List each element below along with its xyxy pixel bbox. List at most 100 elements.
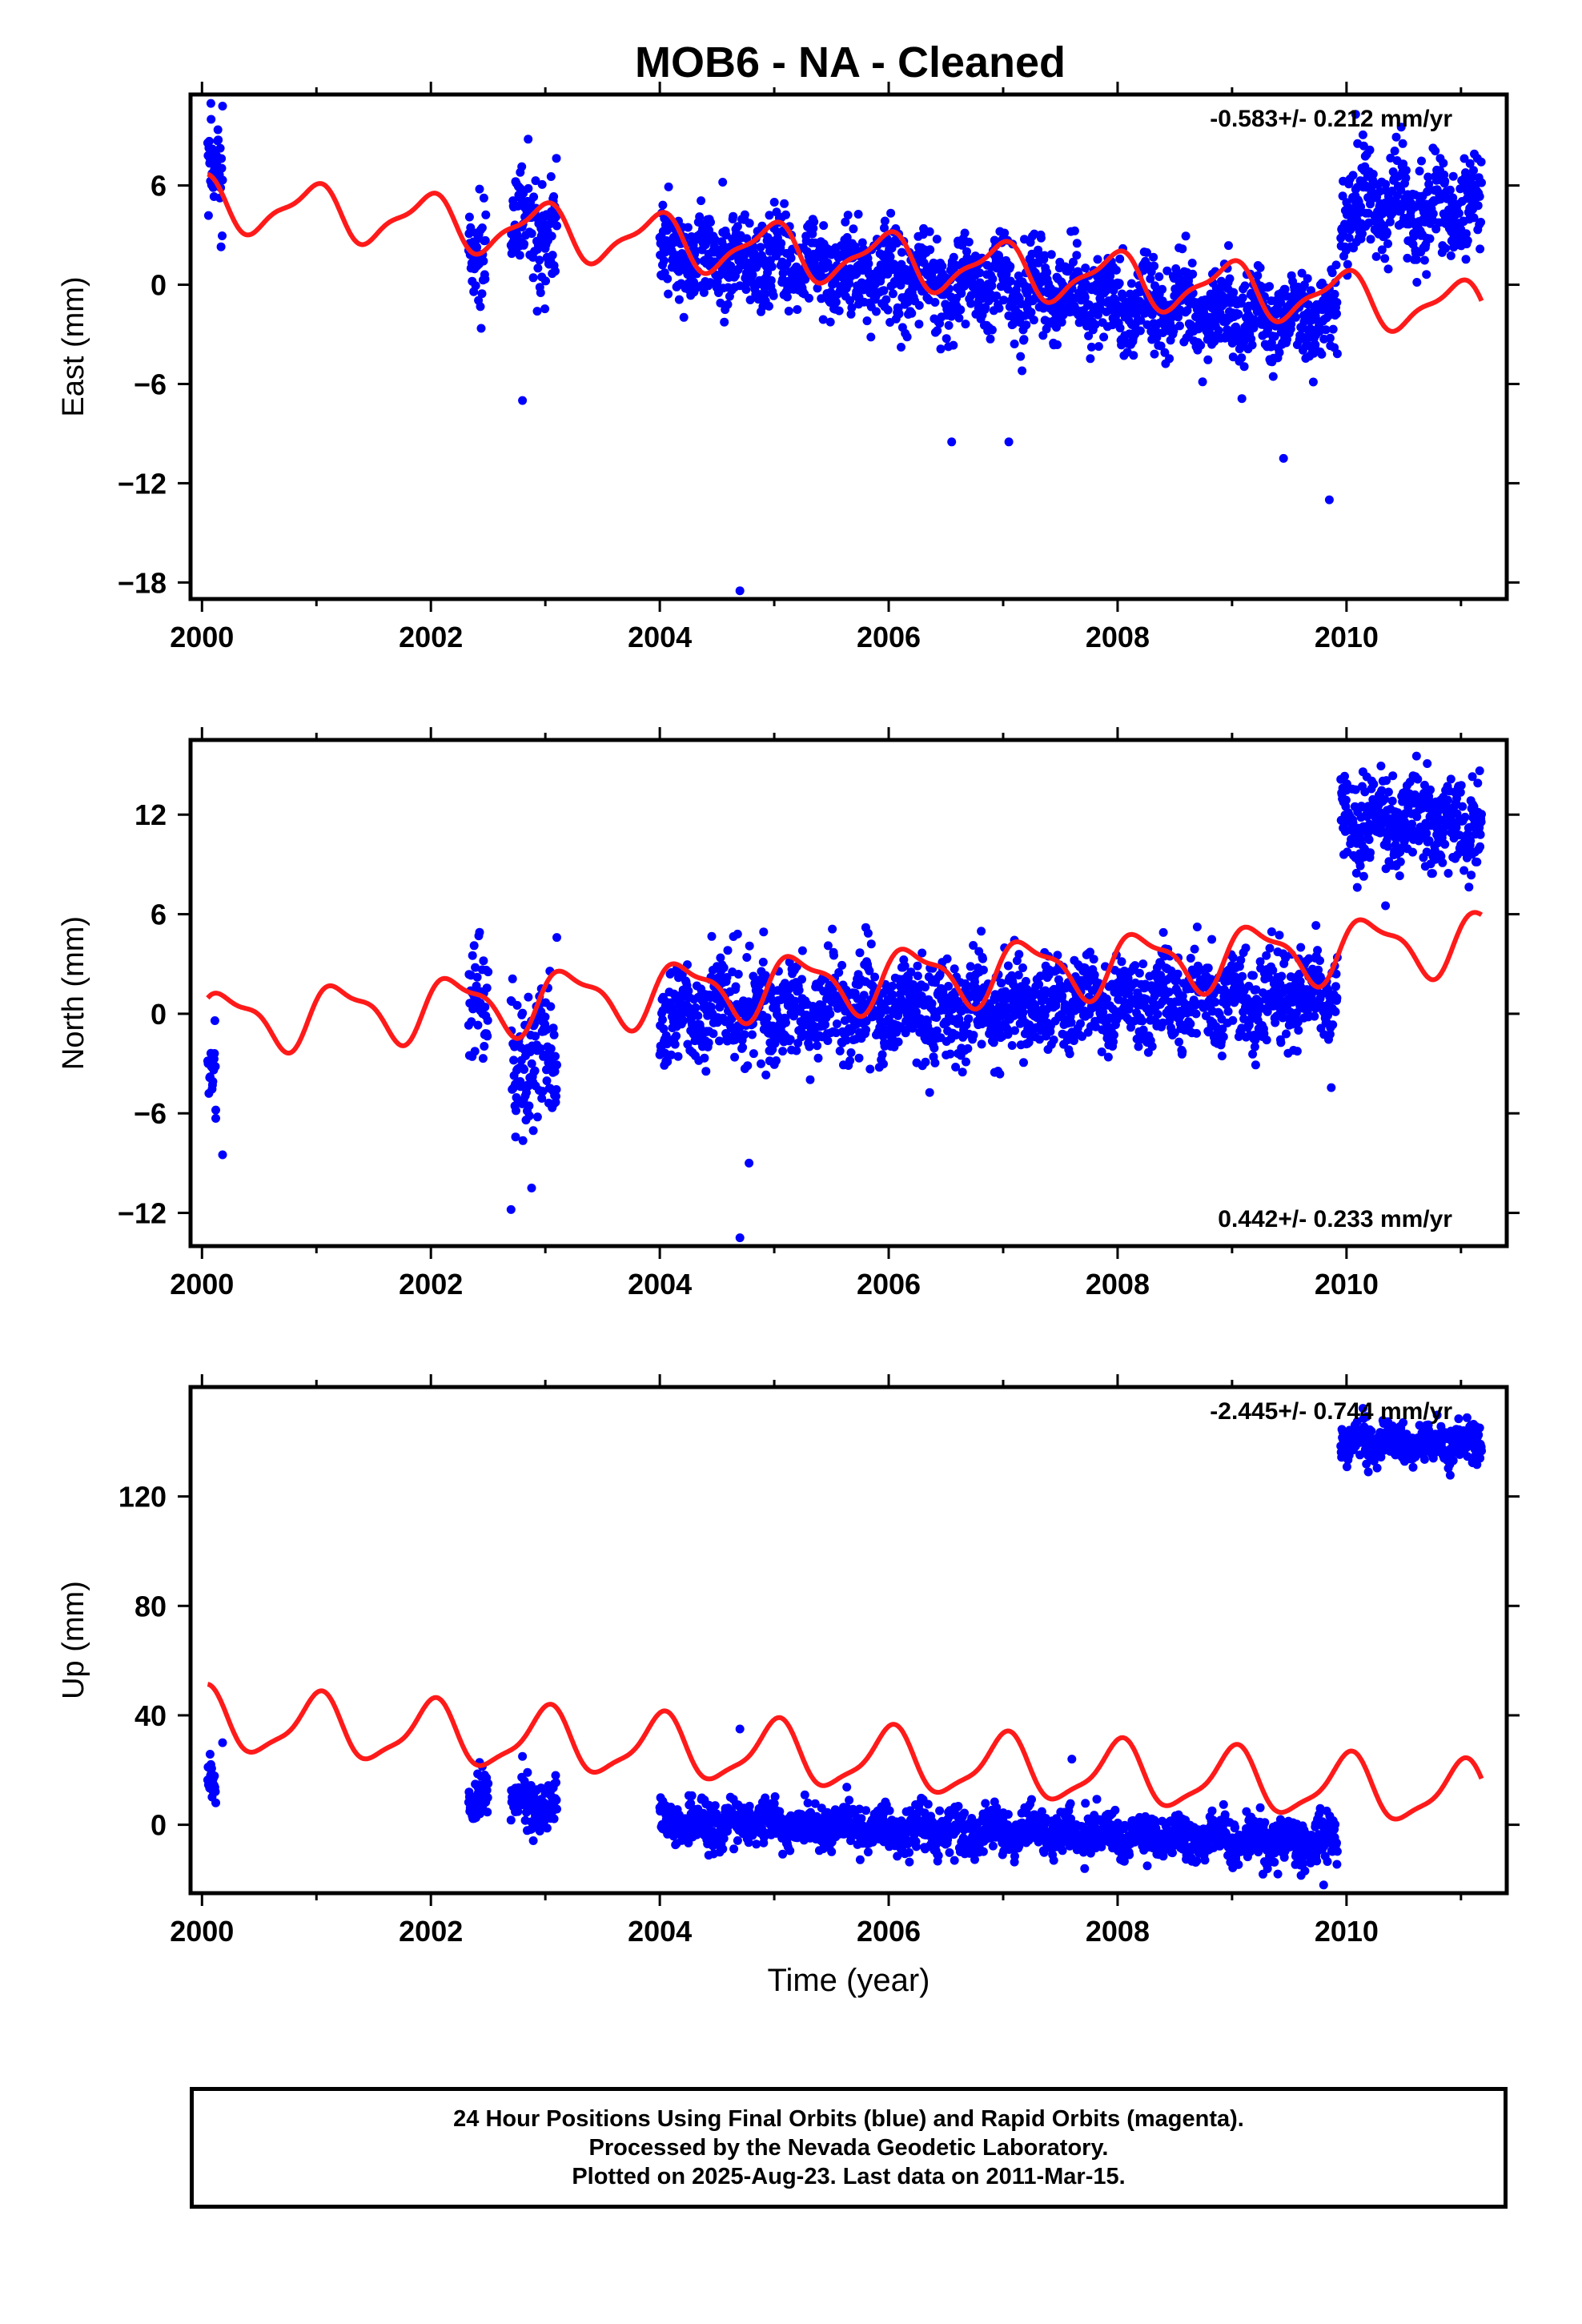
data-point <box>831 1028 841 1038</box>
data-point <box>794 986 804 995</box>
data-point <box>1419 255 1429 265</box>
data-point <box>1160 348 1170 357</box>
data-point <box>809 217 819 227</box>
data-point <box>1214 326 1223 336</box>
data-point <box>483 1793 492 1803</box>
data-point <box>716 953 725 963</box>
data-point <box>961 320 970 329</box>
data-point <box>535 1827 544 1835</box>
x-tick-label: 2006 <box>857 621 921 653</box>
data-point <box>1348 171 1358 180</box>
data-point <box>1436 851 1446 861</box>
data-point <box>876 260 885 270</box>
data-point <box>1253 271 1263 280</box>
data-point <box>1476 157 1486 167</box>
data-point <box>532 307 542 316</box>
data-point <box>1158 284 1167 294</box>
data-point <box>742 234 752 243</box>
data-point <box>1098 1007 1108 1017</box>
up-data-points <box>203 1404 1486 1890</box>
data-point <box>1162 266 1172 275</box>
data-point <box>663 274 673 283</box>
data-point <box>701 1067 711 1076</box>
outlier-point <box>1324 495 1334 505</box>
data-point <box>1251 985 1261 995</box>
data-point <box>1218 1024 1227 1034</box>
outlier-point <box>207 115 216 124</box>
data-point <box>1323 1011 1332 1020</box>
data-point <box>1228 953 1238 963</box>
data-point <box>1415 167 1424 176</box>
data-point <box>1058 991 1067 1001</box>
data-point <box>1255 957 1265 967</box>
data-point <box>1234 309 1243 319</box>
data-point <box>1126 279 1136 288</box>
data-point <box>520 239 529 249</box>
data-point <box>1314 965 1323 975</box>
data-point <box>481 210 491 219</box>
data-point <box>882 1005 892 1015</box>
data-point <box>1149 252 1158 262</box>
data-point <box>907 308 917 318</box>
data-point <box>765 301 773 311</box>
data-point <box>1407 819 1417 829</box>
data-point <box>1472 857 1482 866</box>
data-point <box>1343 259 1352 269</box>
data-point <box>805 1075 815 1084</box>
data-point <box>1217 1051 1227 1061</box>
data-point <box>1355 861 1365 870</box>
data-point <box>772 1056 781 1065</box>
data-point <box>964 1014 974 1023</box>
data-point <box>704 1038 713 1047</box>
data-point <box>790 996 800 1006</box>
data-point <box>1458 802 1468 811</box>
data-point <box>1086 354 1095 364</box>
x-tick-label: 2004 <box>628 1268 692 1301</box>
outlier-point <box>733 929 742 939</box>
data-point <box>784 307 793 316</box>
data-point <box>1327 1083 1336 1092</box>
data-point <box>742 953 752 962</box>
outlier-point <box>735 1233 745 1243</box>
data-point <box>536 1043 545 1053</box>
data-point <box>1086 947 1094 957</box>
data-point <box>1476 842 1485 851</box>
data-point <box>1135 326 1145 336</box>
data-point <box>1265 282 1275 292</box>
data-point <box>1051 1001 1061 1011</box>
data-point <box>1106 271 1115 281</box>
data-point <box>1400 817 1409 826</box>
data-point <box>1327 268 1337 278</box>
data-point <box>925 227 934 236</box>
data-point <box>1207 935 1217 944</box>
data-point <box>741 285 751 294</box>
data-point <box>1146 274 1155 283</box>
y-tick-label: 6 <box>151 170 167 203</box>
data-point <box>846 1048 856 1057</box>
data-point <box>957 288 966 298</box>
data-point <box>217 154 227 163</box>
data-point <box>549 1814 559 1823</box>
data-point <box>823 1036 833 1045</box>
data-point <box>1238 971 1247 981</box>
data-point <box>769 198 779 207</box>
data-point <box>781 210 790 219</box>
data-point <box>528 1126 538 1136</box>
data-point <box>1262 951 1271 960</box>
data-point <box>1351 868 1361 878</box>
data-point <box>472 981 481 991</box>
data-point <box>866 332 876 342</box>
data-point <box>1241 943 1251 953</box>
data-point <box>1286 972 1295 982</box>
data-point <box>1280 284 1290 294</box>
data-point <box>927 999 937 1008</box>
data-point <box>855 948 865 958</box>
data-point <box>738 1043 748 1052</box>
data-point <box>767 262 777 271</box>
data-point <box>879 1059 888 1069</box>
data-point <box>684 986 693 995</box>
data-point <box>709 1029 718 1039</box>
data-point <box>1036 233 1046 243</box>
data-point <box>1303 274 1312 283</box>
data-point <box>210 1771 219 1781</box>
